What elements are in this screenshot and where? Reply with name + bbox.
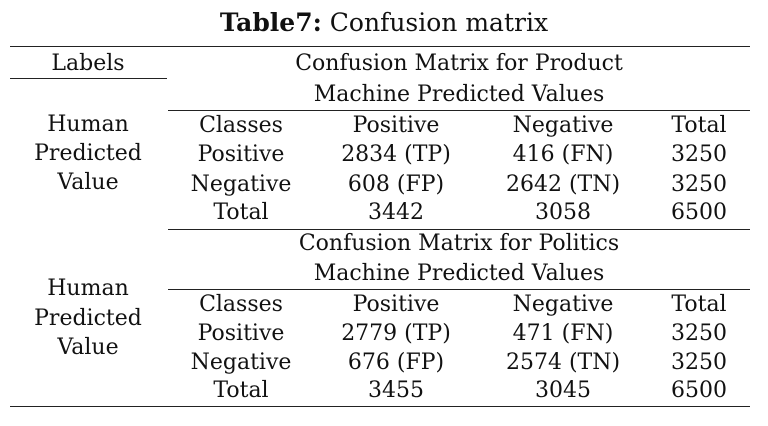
section1-row3-positive: 3442 — [368, 200, 424, 225]
section2-row1-positive: 2779 (TP) — [341, 321, 451, 346]
section1-rowgroup-label-line2: Predicted — [34, 141, 142, 166]
rule-bottom — [10, 406, 750, 407]
section2-row3-positive: 3455 — [368, 378, 424, 403]
section2-rowgroup-label-line1: Human — [47, 276, 129, 301]
section2-col-negative: Negative — [512, 292, 614, 317]
section1-row1-positive: 2834 (TP) — [341, 142, 451, 167]
section2-row2-class: Negative — [190, 350, 292, 375]
section2-row1-total: 3250 — [671, 321, 727, 346]
rule-section-divider — [168, 229, 750, 230]
section2-row2-negative: 2574 (TN) — [505, 350, 621, 375]
section1-row2-positive: 608 (FP) — [347, 172, 445, 197]
section2-col-total: Total — [671, 292, 727, 317]
table-title-prefix: Table7: — [219, 8, 322, 37]
rule-labels-underline — [10, 78, 167, 79]
rule-section2-header — [168, 289, 750, 290]
section2-row2-total: 3250 — [671, 350, 727, 375]
section1-subheading: Machine Predicted Values — [313, 82, 605, 107]
section2-row3-negative: 3045 — [535, 378, 591, 403]
table-title-text: Confusion matrix — [321, 8, 549, 37]
rule-section1-header — [168, 110, 750, 111]
section2-col-positive: Positive — [352, 292, 440, 317]
section2-subheading: Machine Predicted Values — [313, 261, 605, 286]
section2-row1-negative: 471 (FN) — [512, 321, 614, 346]
section1-rowgroup-label-line3: Value — [57, 170, 119, 195]
section2-row2-positive: 676 (FP) — [347, 350, 445, 375]
rule-top — [10, 46, 750, 47]
section1-row3-class: Total — [213, 200, 269, 225]
section1-row1-negative: 416 (FN) — [512, 142, 614, 167]
section2-rowgroup-label-line2: Predicted — [34, 306, 142, 331]
section2-heading: Confusion Matrix for Politics — [298, 231, 620, 256]
labels-header: Labels — [51, 51, 125, 76]
section2-rowgroup-label-line3: Value — [57, 335, 119, 360]
section1-col-positive: Positive — [352, 113, 440, 138]
section1-row2-total: 3250 — [671, 172, 727, 197]
section1-row2-negative: 2642 (TN) — [505, 172, 621, 197]
section1-col-total: Total — [671, 113, 727, 138]
section2-row3-total: 6500 — [671, 378, 727, 403]
section2-row3-class: Total — [213, 378, 269, 403]
section1-row3-total: 6500 — [671, 200, 727, 225]
section1-row2-class: Negative — [190, 172, 292, 197]
section1-heading: Confusion Matrix for Product — [295, 51, 623, 76]
section1-row3-negative: 3058 — [535, 200, 591, 225]
section1-rowgroup-label-line1: Human — [47, 112, 129, 137]
section2-row1-class: Positive — [197, 321, 285, 346]
section1-col-negative: Negative — [512, 113, 614, 138]
section1-row1-total: 3250 — [671, 142, 727, 167]
section1-row1-class: Positive — [197, 142, 285, 167]
table-title: Table7: Confusion matrix — [0, 8, 768, 38]
section1-col-classes: Classes — [199, 113, 283, 138]
section2-col-classes: Classes — [199, 292, 283, 317]
